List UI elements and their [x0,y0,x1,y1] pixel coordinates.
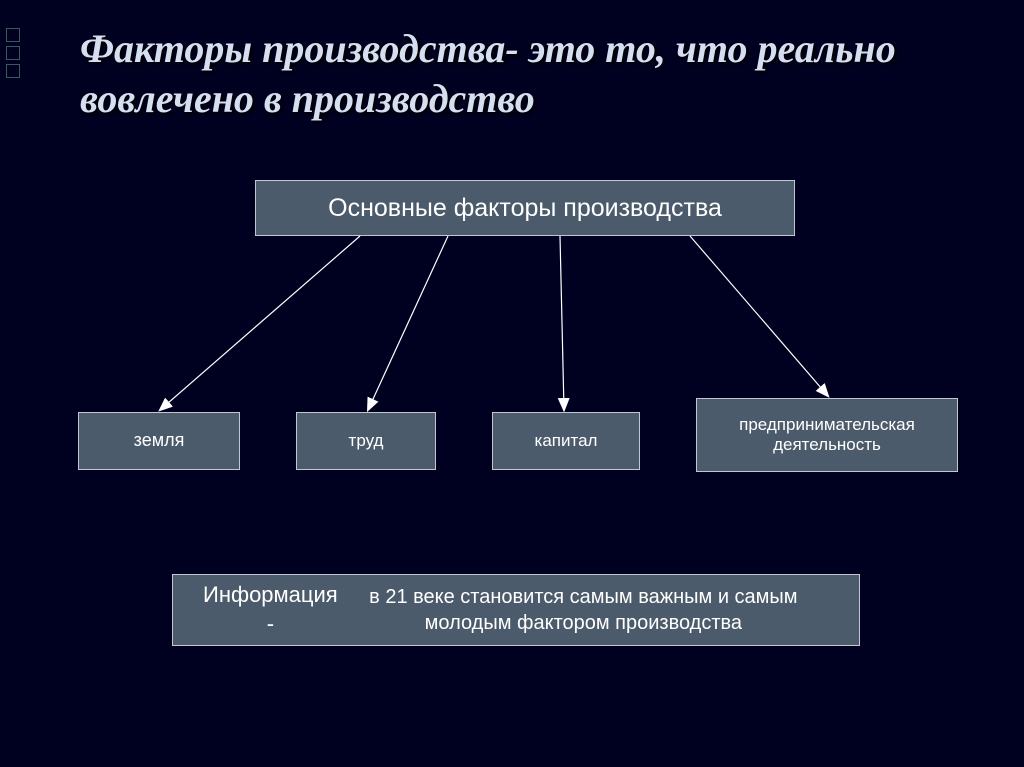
factor-box-2: капитал [492,412,640,470]
side-decorations [0,28,26,82]
slide-title: Факторы производства- это то, что реальн… [80,24,950,124]
bottom-box-information: Информация - в 21 веке становится самым … [172,574,860,646]
factor-box-1: труд [296,412,436,470]
top-box-label: Основные факторы производства [328,194,722,223]
top-box-main-factors: Основные факторы производства [255,180,795,236]
factor-box-3: предпринимательская деятельность [696,398,958,472]
factor-box-0: земля [78,412,240,470]
